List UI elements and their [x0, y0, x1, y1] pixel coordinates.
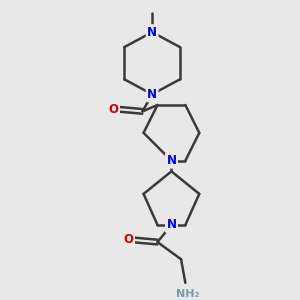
Text: N: N	[167, 218, 176, 232]
Text: O: O	[124, 233, 134, 247]
Text: N: N	[167, 154, 176, 167]
Text: N: N	[147, 26, 157, 39]
Text: N: N	[147, 88, 157, 101]
Text: NH₂: NH₂	[176, 289, 199, 298]
Text: O: O	[109, 103, 118, 116]
